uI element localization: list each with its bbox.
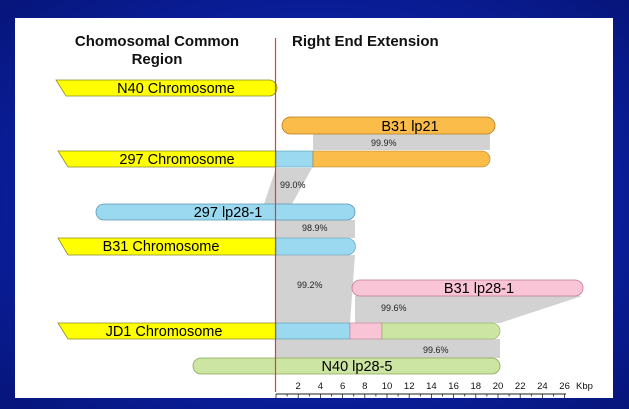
- identity-jd1-n40: 99.6%: [423, 345, 449, 355]
- connector-b31-jd1: [276, 255, 355, 323]
- label-n40-chromosome: N40 Chromosome: [117, 81, 235, 97]
- label-297-chromosome: 297 Chromosome: [119, 152, 234, 168]
- axis-tick-label: 20: [493, 381, 504, 392]
- identity-297-lp28: 99.0%: [280, 180, 306, 190]
- bar-297-chromosome: 297 Chromosome: [57, 150, 491, 168]
- axis-tick-label: 16: [448, 381, 459, 392]
- axis-tick-label: 6: [340, 381, 345, 392]
- connector-jd1-n40: [276, 339, 500, 358]
- connector-b31lp28-jd1: [355, 296, 582, 323]
- connector-lp28-b31: [276, 220, 355, 238]
- label-b31-lp21: B31 lp21: [381, 119, 438, 135]
- bar-n40-chromosome: N40 Chromosome: [55, 79, 278, 97]
- label-jd1-chromosome: JD1 Chromosome: [106, 324, 223, 340]
- identity-b31lp28-jd1: 99.6%: [381, 303, 407, 313]
- identity-b31lp21-297: 99.9%: [371, 138, 397, 148]
- axis-tick-label: 2: [296, 381, 301, 392]
- label-n40-lp28-5: N40 lp28-5: [322, 359, 393, 375]
- axis-tick-label: 12: [404, 381, 415, 392]
- axis-unit: Kbp: [576, 381, 593, 392]
- connector-b31lp21-297: [313, 134, 490, 150]
- label-b31-lp28-1: B31 lp28-1: [444, 281, 514, 297]
- axis-tick-label: 24: [537, 381, 548, 392]
- axis-tick-label: 8: [362, 381, 367, 392]
- homology-connectors: [264, 134, 582, 358]
- header-right: Right End Extension: [292, 33, 439, 50]
- label-297-lp28-1: 297 lp28-1: [194, 205, 263, 221]
- bar-n40-lp28-5: N40 lp28-5: [192, 357, 501, 375]
- axis-tick-label: 22: [515, 381, 526, 392]
- bar-b31-lp21: B31 lp21: [281, 116, 496, 135]
- axis-tick-label: 14: [426, 381, 437, 392]
- label-b31-chromosome: B31 Chromosome: [103, 239, 220, 255]
- header-left-line2: Region: [132, 51, 183, 68]
- header-left-line1: Chomosomal Common: [75, 33, 239, 50]
- axis-ticks: [275, 394, 565, 398]
- kbp-axis: 2 4 6 8 10 12 14 16 18 20 22 24 26 Kbp: [275, 381, 593, 398]
- bar-297-lp28-1: 297 lp28-1: [95, 203, 356, 221]
- axis-tick-label: 10: [382, 381, 393, 392]
- axis-tick-label: 18: [471, 381, 482, 392]
- identity-b31-jd1: 99.2%: [297, 280, 323, 290]
- axis-tick-label: 26: [559, 381, 570, 392]
- bar-jd1-chromosome: JD1 Chromosome: [57, 322, 501, 340]
- identity-lp28-b31: 98.9%: [302, 223, 328, 233]
- axis-tick-label: 4: [318, 381, 323, 392]
- axis-labels: 2 4 6 8 10 12 14 16 18 20 22 24 26: [296, 381, 570, 392]
- bar-b31-chromosome: B31 Chromosome: [57, 237, 356, 256]
- bar-b31-lp28-1: B31 lp28-1: [351, 279, 584, 297]
